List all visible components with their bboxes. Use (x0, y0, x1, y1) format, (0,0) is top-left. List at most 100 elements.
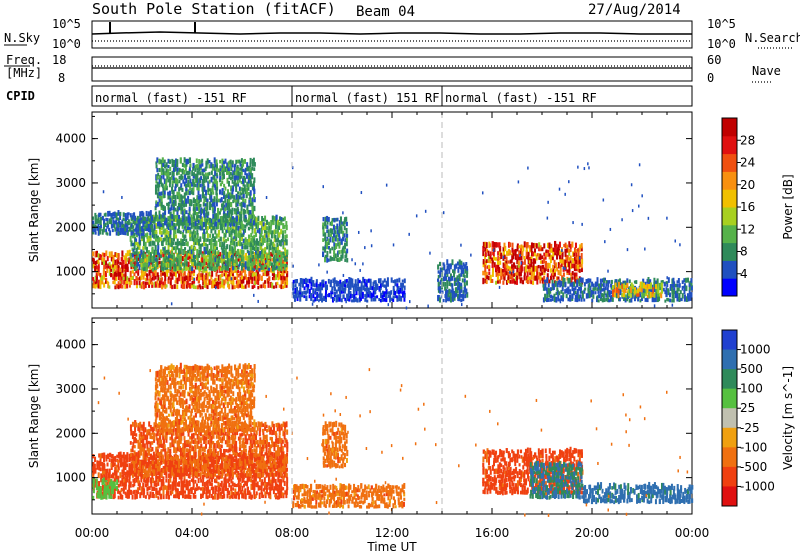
nsky-strip-frame (91, 20, 693, 49)
data-cell (124, 472, 127, 478)
data-cell (208, 171, 211, 176)
data-cell (186, 486, 189, 491)
data-cell (196, 216, 199, 222)
data-cell (539, 245, 542, 249)
data-cell (160, 225, 163, 231)
data-cell (233, 229, 236, 235)
data-cell (245, 190, 248, 195)
data-cell (216, 265, 219, 270)
data-cell (677, 287, 680, 292)
data-cell (169, 211, 172, 216)
data-cell (151, 255, 154, 262)
data-cell (285, 488, 288, 495)
data-cell (223, 232, 226, 239)
data-cell (252, 157, 255, 164)
data-cell (267, 221, 271, 226)
data-cell (329, 228, 332, 234)
data-cell (397, 285, 400, 290)
data-cell (637, 292, 640, 297)
data-cell (162, 174, 165, 180)
data-cell (689, 280, 692, 285)
data-cell (231, 179, 234, 184)
data-cell (277, 477, 280, 483)
data-cell (180, 263, 183, 267)
data-cell (224, 248, 227, 255)
data-cell (176, 172, 179, 176)
data-cell (545, 260, 548, 265)
data-cell (171, 268, 174, 273)
data-cell (171, 196, 174, 202)
data-cell (628, 298, 631, 303)
data-cell (326, 257, 329, 263)
data-cell (326, 241, 329, 246)
data-cell (198, 167, 201, 172)
data-cell (235, 202, 238, 208)
data-cell (108, 269, 111, 276)
data-cell (206, 219, 209, 223)
data-cell (217, 493, 220, 499)
data-cell (203, 209, 206, 216)
data-cell (385, 285, 388, 290)
data-cell (207, 250, 210, 255)
data-cell (255, 232, 258, 237)
data-cell (112, 263, 115, 268)
data-cell (535, 254, 538, 261)
data-cell (241, 492, 244, 499)
data-cell (138, 264, 141, 271)
data-cell (561, 251, 564, 257)
data-cell (215, 162, 218, 169)
data-cell (594, 281, 597, 288)
data-cell (167, 223, 170, 227)
data-cell (210, 162, 213, 169)
data-cell (94, 260, 97, 266)
data-cell (530, 275, 533, 280)
data-cell (240, 170, 243, 175)
data-cell (259, 233, 262, 239)
data-cell (119, 457, 122, 463)
data-cell (283, 255, 286, 259)
data-cell (250, 279, 253, 284)
data-cell (686, 277, 690, 283)
data-cell (219, 491, 222, 496)
data-cell (579, 277, 583, 283)
data-cell (132, 248, 135, 252)
data-cell (452, 269, 455, 273)
data-cell (126, 228, 129, 233)
data-cell (251, 236, 254, 243)
data-cell (539, 253, 542, 260)
data-cell (189, 252, 192, 257)
data-cell (275, 282, 278, 289)
data-cell (581, 258, 584, 265)
data-cell (124, 491, 127, 496)
freq-strip-frame (91, 56, 693, 82)
data-cell (571, 258, 574, 264)
data-cell (511, 264, 514, 269)
data-cell (131, 460, 134, 464)
data-cell (229, 194, 232, 200)
data-cell (622, 292, 625, 298)
data-cell (166, 256, 169, 263)
data-cell (164, 254, 167, 259)
data-cell (194, 285, 197, 290)
data-cell (142, 230, 145, 236)
data-cell (185, 171, 188, 176)
data-cell (115, 231, 118, 236)
data-cell (177, 225, 180, 230)
data-cell (461, 265, 464, 269)
data-cell (395, 295, 398, 299)
data-cell (264, 491, 267, 496)
data-cell (241, 237, 244, 242)
data-cell (92, 454, 95, 459)
data-cell (230, 277, 233, 281)
data-cell (185, 479, 188, 484)
data-cell (156, 490, 159, 495)
data-cell (109, 264, 112, 270)
data-cell (630, 293, 633, 298)
data-cell (237, 159, 240, 164)
data-cell (196, 182, 199, 188)
data-cell (154, 270, 157, 276)
data-cell (180, 261, 183, 265)
data-cell (248, 202, 251, 207)
data-cell (539, 278, 542, 284)
data-cell (174, 201, 177, 206)
